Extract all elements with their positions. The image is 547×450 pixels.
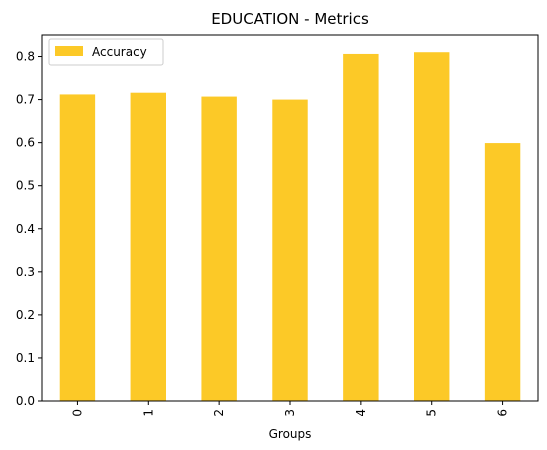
y-tick-label: 0.0	[16, 394, 35, 408]
x-tick-label: 1	[141, 409, 155, 417]
plot-frame	[41, 34, 539, 402]
bar-1	[130, 92, 166, 401]
x-axis-label: Groups	[269, 427, 312, 441]
y-tick-label: 0.8	[16, 50, 35, 64]
bar-5	[414, 52, 450, 401]
y-tick-label: 0.5	[16, 179, 35, 193]
chart-title: EDUCATION - Metrics	[211, 10, 369, 28]
x-axis: 0 1 2 3 4 5 6	[70, 401, 510, 417]
x-tick-label: 2	[212, 409, 226, 417]
y-axis: 0.0 0.1 0.2 0.3 0.4 0.5 0.6 0.7 0.8	[16, 50, 42, 408]
bars-group	[59, 52, 521, 402]
bar-3	[272, 99, 308, 402]
y-tick-label: 0.7	[16, 93, 35, 107]
legend-swatch	[55, 46, 83, 56]
legend-frame	[48, 38, 164, 66]
bar-4	[343, 53, 379, 401]
x-tick-label: 3	[283, 409, 297, 417]
y-tick-label: 0.3	[16, 265, 35, 279]
legend-label-accuracy: Accuracy	[92, 45, 147, 59]
bar-6	[484, 143, 521, 402]
x-tick-label: 0	[70, 409, 84, 417]
x-tick-label: 6	[496, 409, 510, 417]
bar-0	[59, 94, 96, 401]
y-tick-label: 0.4	[16, 222, 35, 236]
y-tick-label: 0.6	[16, 136, 35, 150]
x-tick-label: 5	[425, 409, 439, 417]
x-tick-label: 4	[354, 409, 368, 417]
legend: Accuracy	[48, 38, 164, 66]
bar-2	[201, 96, 237, 401]
y-tick-label: 0.2	[16, 308, 35, 322]
y-tick-label: 0.1	[16, 351, 35, 365]
